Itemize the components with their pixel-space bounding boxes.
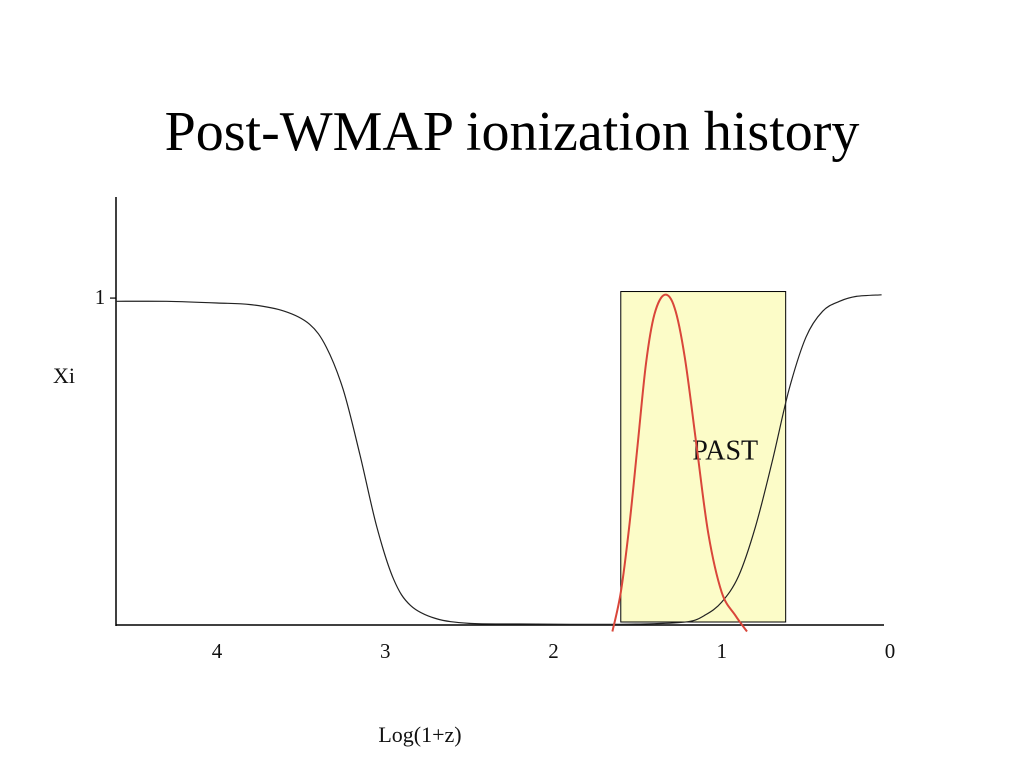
x-axis-label: Log(1+z) xyxy=(378,722,461,747)
y-axis-label: Xi xyxy=(53,363,75,388)
tick-layer: 4 3 2 1 0 1 xyxy=(95,285,896,663)
slide-title: Post-WMAP ionization history xyxy=(164,101,860,163)
x-tick-label-1: 3 xyxy=(380,639,391,663)
x-tick-label-0: 4 xyxy=(212,639,223,663)
series-layer xyxy=(115,293,882,633)
series-line-1 xyxy=(611,293,748,633)
x-tick-label-2: 2 xyxy=(548,639,559,663)
y-tick-label-0: 1 xyxy=(95,285,106,309)
annotation-label-0: PAST xyxy=(692,436,758,467)
axes-layer xyxy=(115,197,884,626)
annotation-layer: PAST xyxy=(620,291,787,623)
x-tick-label-3: 1 xyxy=(716,639,727,663)
x-tick-label-4: 0 xyxy=(885,639,896,663)
series-line-0 xyxy=(115,294,882,626)
